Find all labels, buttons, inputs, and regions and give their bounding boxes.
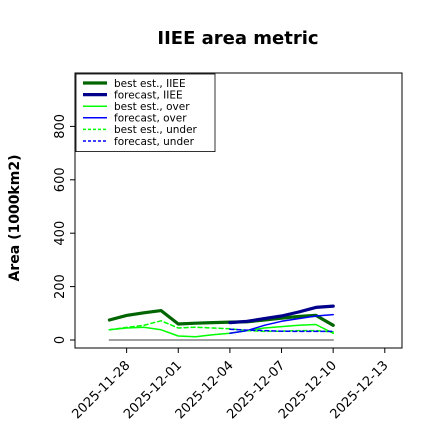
legend-label-3: forecast, over (114, 113, 187, 125)
legend-label-1: forecast, IIEE (114, 89, 183, 101)
series-line-1 (228, 304, 335, 325)
y-axis-label: Area (1000km2) (7, 155, 23, 282)
legend-label-4: best est., under (114, 124, 198, 136)
legend-label-5: forecast, under (114, 136, 195, 148)
series-line-2 (108, 323, 334, 338)
y-tick-label: 0 (53, 336, 68, 344)
legend-box (75, 73, 216, 152)
plot-frame (74, 72, 403, 349)
y-tick-label: 600 (53, 167, 68, 192)
y-tick-label: 400 (53, 221, 68, 246)
series-line-5 (229, 328, 334, 333)
y-tick-label: 800 (53, 114, 68, 139)
chart-title: IIEE area metric (157, 28, 318, 49)
y-tick-label: 200 (53, 274, 68, 299)
legend-label-0: best est., IIEE (114, 78, 186, 90)
plot-area: 02004006008002025-11-282025-12-012025-12… (53, 72, 403, 422)
series-line-0 (107, 309, 335, 327)
legend-label-2: best est., over (114, 101, 190, 113)
